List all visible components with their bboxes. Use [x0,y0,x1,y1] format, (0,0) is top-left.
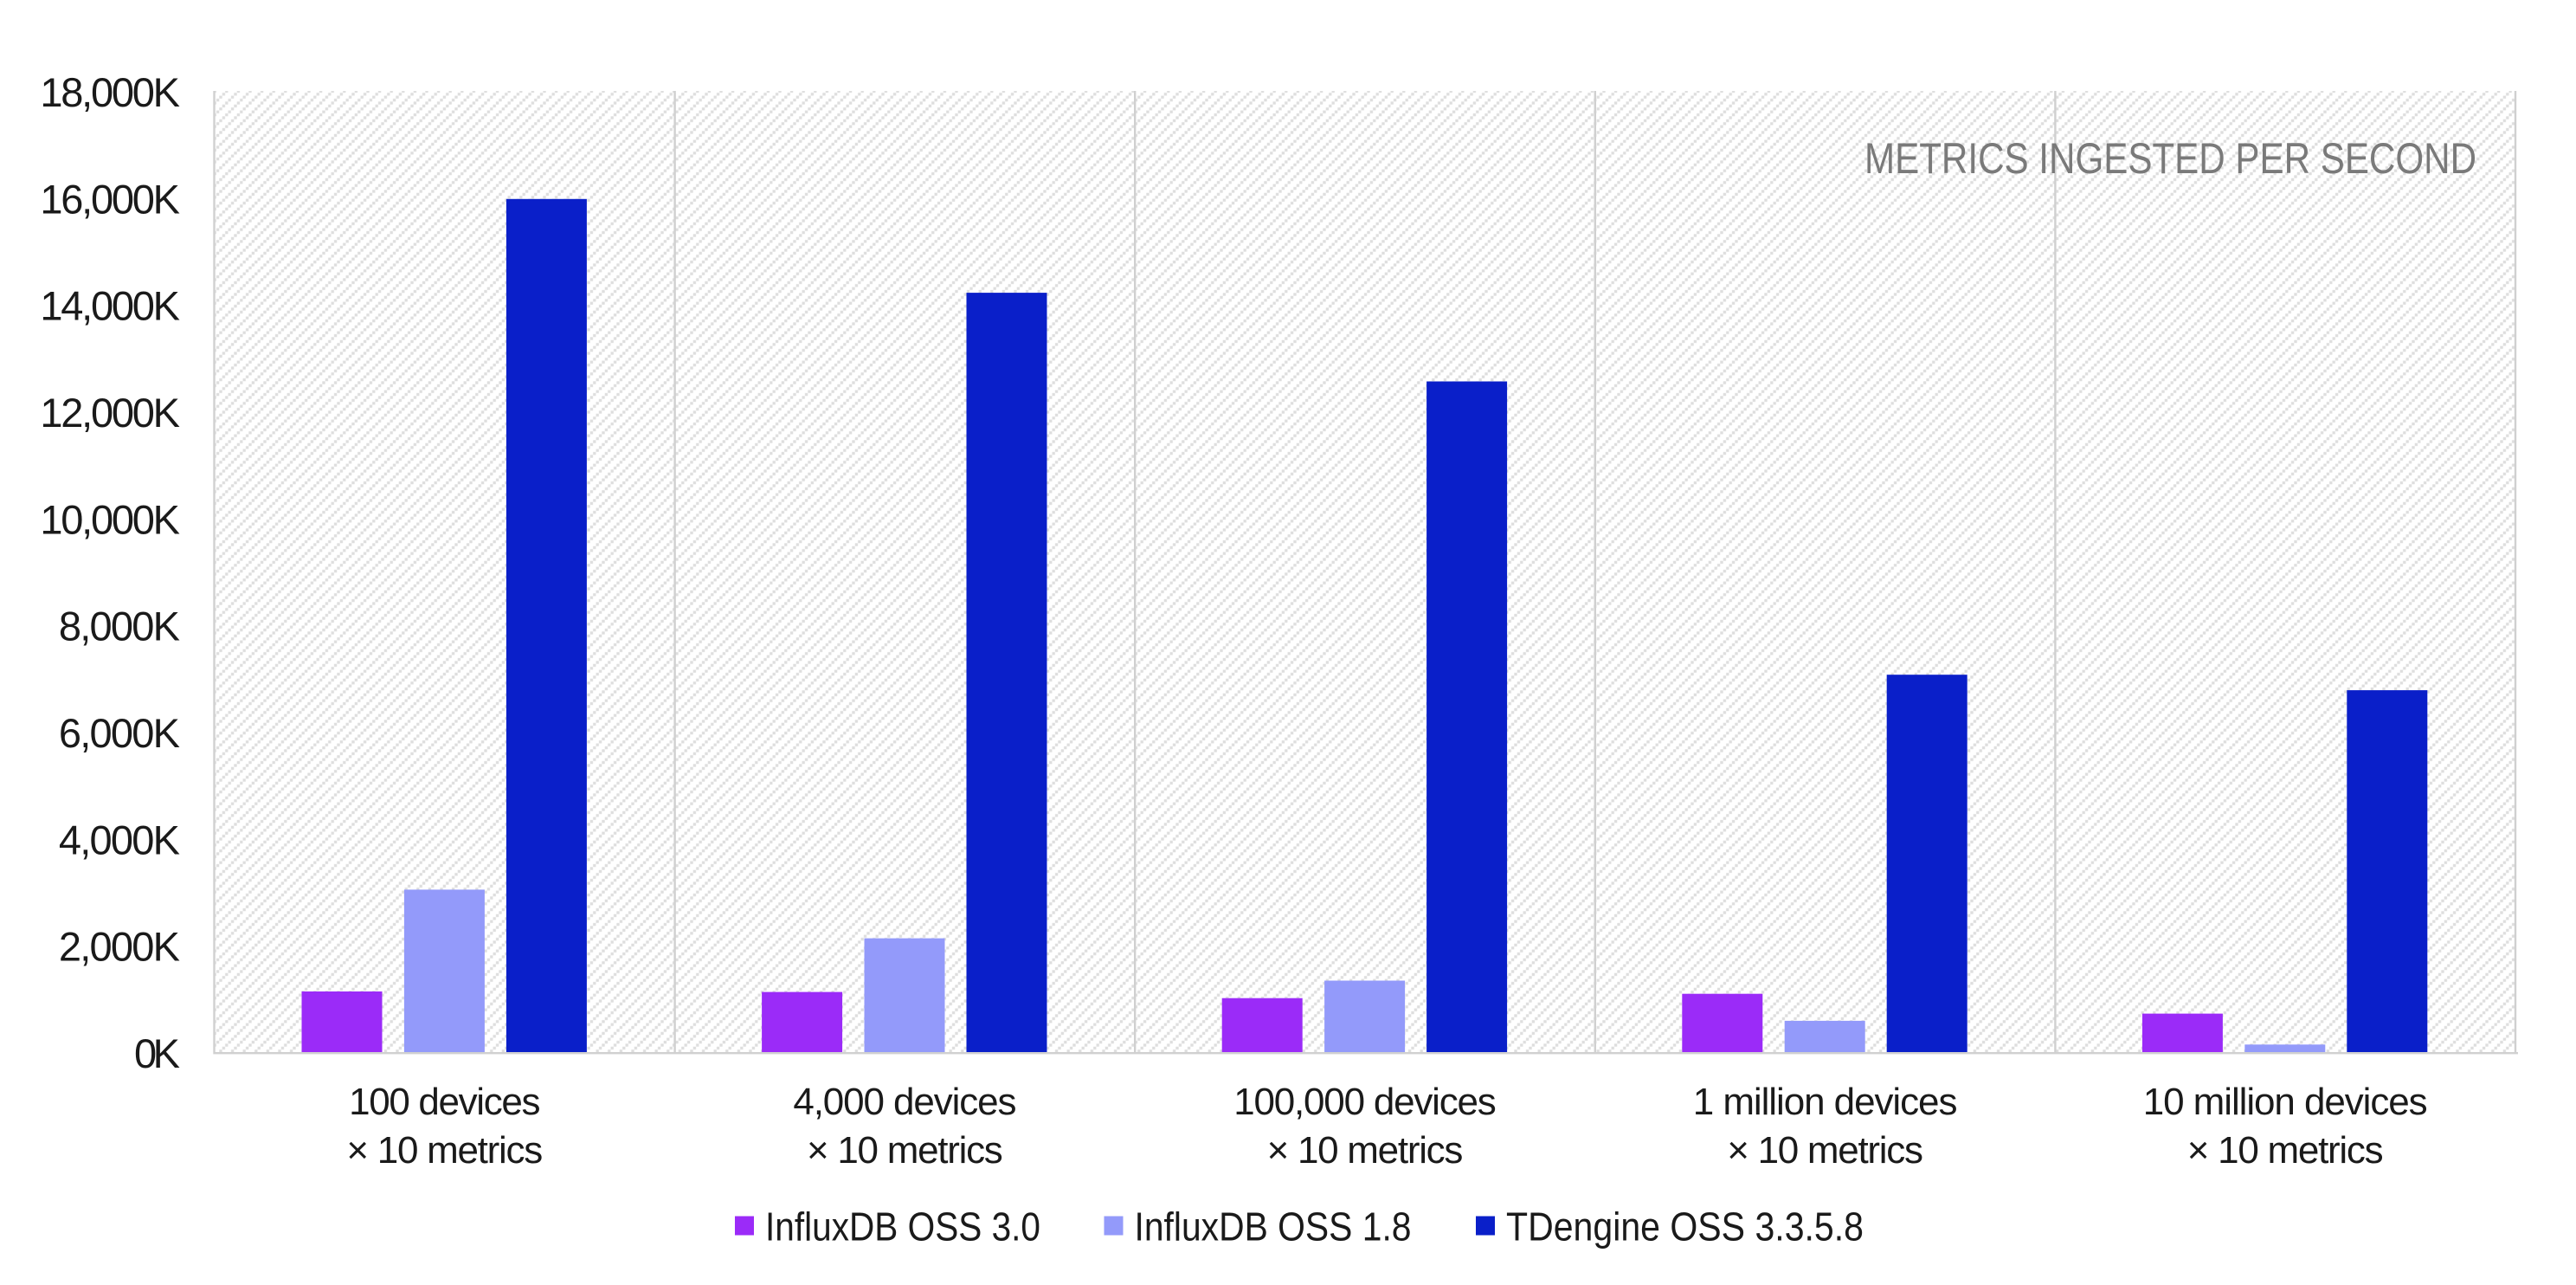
svg-text:4,000 devices: 4,000 devices [793,1081,1016,1123]
svg-text:8,000K: 8,000K [59,604,180,649]
svg-text:100 devices: 100 devices [349,1081,540,1123]
svg-text:10,000K: 10,000K [40,496,180,542]
svg-text:InfluxDB OSS 3.0: InfluxDB OSS 3.0 [765,1204,1040,1249]
svg-text:× 10 metrics: × 10 metrics [807,1129,1003,1172]
svg-text:× 10 metrics: × 10 metrics [1727,1129,1923,1172]
svg-text:100,000 devices: 100,000 devices [1233,1081,1497,1123]
svg-text:16,000K: 16,000K [40,176,180,222]
svg-text:6,000K: 6,000K [59,710,180,756]
svg-text:× 10 metrics: × 10 metrics [1267,1129,1464,1172]
svg-text:10 million devices: 10 million devices [2143,1081,2428,1123]
svg-text:0K: 0K [134,1030,180,1076]
svg-text:14,000K: 14,000K [40,283,180,329]
svg-text:METRICS INGESTED PER SECOND: METRICS INGESTED PER SECOND [1864,134,2476,183]
svg-text:12,000K: 12,000K [40,390,180,436]
svg-text:4,000K: 4,000K [59,817,180,862]
svg-text:InfluxDB OSS 1.8: InfluxDB OSS 1.8 [1135,1204,1412,1249]
svg-text:1 million devices: 1 million devices [1693,1081,1958,1123]
svg-text:TDengine OSS 3.3.5.8: TDengine OSS 3.3.5.8 [1506,1204,1864,1249]
svg-text:2,000K: 2,000K [59,924,180,970]
svg-text:× 10 metrics: × 10 metrics [2187,1129,2384,1172]
svg-text:× 10 metrics: × 10 metrics [346,1129,543,1172]
svg-text:18,000K: 18,000K [40,69,180,115]
